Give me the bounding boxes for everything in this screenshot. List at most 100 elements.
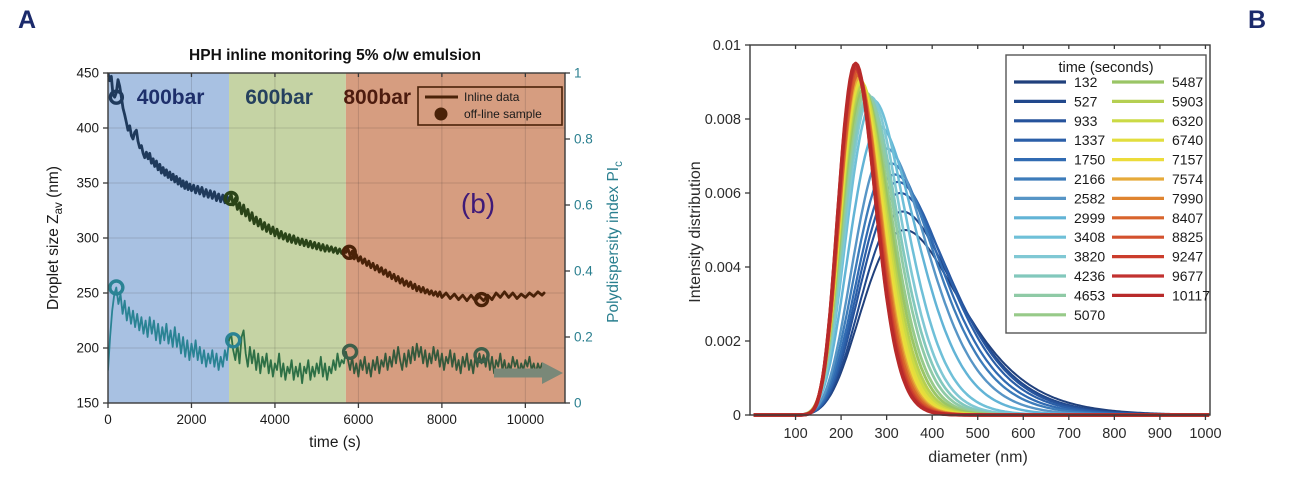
legend-time-label: 527 <box>1074 93 1098 109</box>
offline-sample-marker <box>108 279 125 296</box>
legend-time-label: 4653 <box>1074 287 1105 303</box>
legend-time-label: 5487 <box>1172 74 1203 90</box>
legend-time-label: 3408 <box>1074 229 1105 245</box>
legend-item: 132 <box>1014 74 1098 90</box>
y-tick-label: 0.006 <box>705 186 741 202</box>
pressure-region-label: 800bar <box>343 86 411 109</box>
polydispersity_index-line <box>108 286 545 385</box>
x-tick-label: 6000 <box>343 412 373 427</box>
y-tick-label: 0.01 <box>713 38 741 54</box>
panel-a-ylabel-right: Polydispersity index PIc <box>605 161 625 323</box>
y-right-tick-label: 0.6 <box>574 198 593 213</box>
legend-item: 7574 <box>1112 171 1203 187</box>
y-tick-label: 0.004 <box>705 260 741 276</box>
droplet_size-line <box>108 73 546 303</box>
legend-time-label: 8407 <box>1172 210 1203 226</box>
legend-time-label: 6320 <box>1172 113 1203 129</box>
legend-item: 9247 <box>1112 249 1203 265</box>
panel-a-label: A <box>18 6 37 34</box>
panel-b-legend: time (seconds)132 527 933 1337 1750 2166 2582 2… <box>1005 54 1210 334</box>
panel-b-ylabel: Intensity distribution <box>687 161 704 302</box>
legend-inline-data-label: Inline data <box>464 90 520 104</box>
panel-a-chart: 400bar 600bar 800bar(b)0 2000 4000 6000 8000 10… <box>45 47 625 451</box>
flow-arrow-icon <box>494 362 563 384</box>
legend-time-label: 6740 <box>1172 132 1203 148</box>
y-right-tick-label: 0 <box>574 396 582 411</box>
legend-item: 5070 <box>1014 307 1105 323</box>
legend-time-label: 933 <box>1074 113 1098 129</box>
legend-time-label: 9677 <box>1172 268 1203 284</box>
legend-item: 5487 <box>1112 74 1203 90</box>
x-tick-label: 400 <box>920 426 944 442</box>
panel-a-axes: 0 2000 4000 6000 8000 10000150200250300350400… <box>76 66 593 428</box>
legend-item: 4653 <box>1014 287 1105 303</box>
legend-time-label: 1337 <box>1074 132 1105 148</box>
legend-time-label: 5070 <box>1074 307 1105 323</box>
legend-item: 4236 <box>1014 268 1105 284</box>
legend-item: 5903 <box>1112 93 1203 109</box>
x-tick-label: 800 <box>1102 426 1126 442</box>
y-left-tick-label: 400 <box>76 121 99 136</box>
panel-a-title: HPH inline monitoring 5% o/w emulsion <box>189 47 481 64</box>
panel-a-xlabel: time (s) <box>309 434 361 451</box>
pressure-region-label: 600bar <box>245 86 313 109</box>
y-left-tick-label: 350 <box>76 176 99 191</box>
x-tick-label: 8000 <box>427 412 457 427</box>
legend-item: 527 <box>1014 93 1098 109</box>
panel-b-chart: 100 200 300 400 500 600 700 800 900 1000 0 0.002 0.0… <box>687 38 1222 466</box>
x-tick-label: 4000 <box>260 412 290 427</box>
x-tick-label: 200 <box>829 426 853 442</box>
y-left-tick-label: 450 <box>76 66 99 81</box>
x-tick-label: 900 <box>1148 426 1172 442</box>
panel-b-axes: 100 200 300 400 500 600 700 800 900 1000 0 0.002 0.0… <box>705 38 1222 442</box>
x-tick-label: 100 <box>783 426 807 442</box>
offline-sample-marker <box>225 332 242 349</box>
legend-item: 8407 <box>1112 210 1203 226</box>
legend-item: 3408 <box>1014 229 1105 245</box>
legend-item: 3820 <box>1014 249 1105 265</box>
y-left-tick-label: 150 <box>76 396 99 411</box>
legend-time-label: 2166 <box>1074 171 1105 187</box>
legend-time-label: 7574 <box>1172 171 1203 187</box>
y-left-tick-label: 250 <box>76 286 99 301</box>
offline-sample-marker <box>341 244 357 261</box>
legend-offline-sample-label: off-line sample <box>464 107 542 121</box>
legend-item: 2582 <box>1014 190 1105 206</box>
pressure-bands <box>108 73 565 403</box>
offline-sample-marker <box>473 346 490 364</box>
legend-item: 2999 <box>1014 210 1105 226</box>
legend-item: 6320 <box>1112 113 1203 129</box>
pressure-region-label: 400bar <box>137 86 205 109</box>
legend-time-label: 3820 <box>1074 249 1105 265</box>
legend-item: 10117 <box>1112 287 1210 303</box>
y-tick-label: 0.002 <box>705 334 741 350</box>
y-tick-label: 0.008 <box>705 112 741 128</box>
legend-item: 1750 <box>1014 152 1105 168</box>
legend-item: 2166 <box>1014 171 1105 187</box>
legend-time-label: 2582 <box>1074 190 1105 206</box>
panel-a-legend: Inline data off-line sample <box>417 86 563 126</box>
legend-time-label: 1750 <box>1074 152 1105 168</box>
offline-sample-marker <box>473 291 490 308</box>
legend-time-label: 8825 <box>1172 229 1203 245</box>
legend-item: 1337 <box>1014 132 1105 148</box>
pressure-region-labels: 400bar 600bar 800bar <box>137 86 411 109</box>
y-left-tick-label: 300 <box>76 231 99 246</box>
legend-time-label: 7990 <box>1172 190 1203 206</box>
legend-item: 6740 <box>1112 132 1203 148</box>
panel-a-ylabel-left: Droplet size Zav (nm) <box>45 166 65 310</box>
offline-sample-markers <box>108 89 490 364</box>
legend-time-label: 4236 <box>1074 268 1105 284</box>
subfigure-annotation: (b) <box>461 188 495 219</box>
x-tick-label: 700 <box>1057 426 1081 442</box>
legend-time-label: 9247 <box>1172 249 1203 265</box>
y-right-tick-label: 0.4 <box>574 264 593 279</box>
y-right-tick-label: 0.2 <box>574 330 593 345</box>
x-tick-label: 0 <box>104 412 112 427</box>
legend-item: 933 <box>1014 113 1098 129</box>
pressure-band <box>345 73 565 403</box>
legend-time-label: 10117 <box>1172 287 1210 303</box>
x-tick-label: 300 <box>875 426 899 442</box>
